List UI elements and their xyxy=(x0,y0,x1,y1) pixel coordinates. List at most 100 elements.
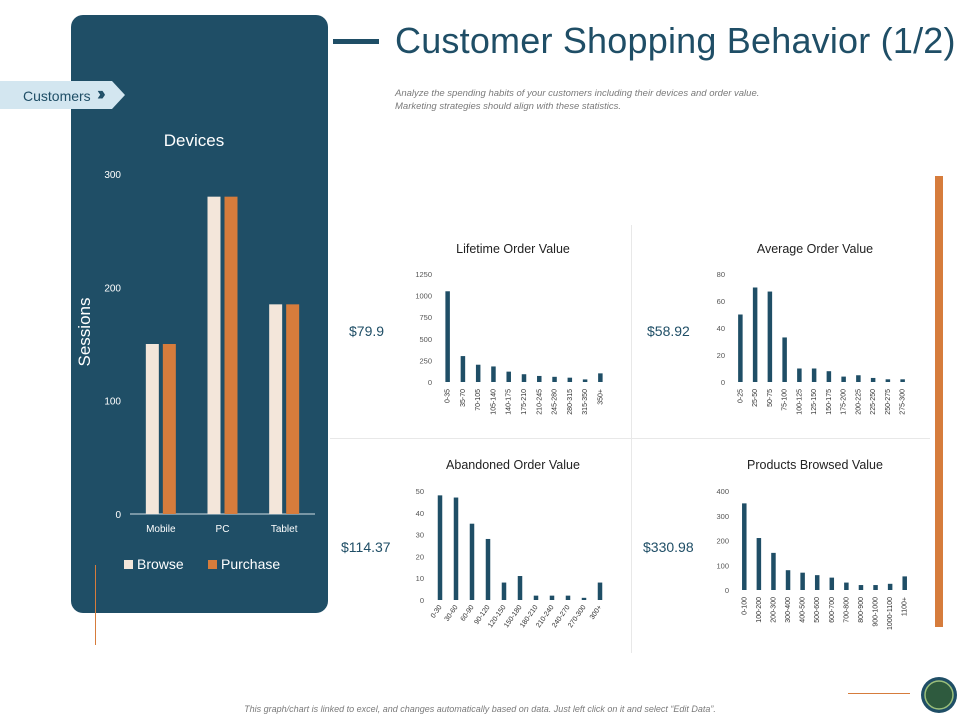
lifetime-x-tick-label: 105-140 xyxy=(490,389,497,415)
abandoned-x-tick-label: 60-90 xyxy=(460,604,476,623)
browsed-chart-title: Products Browsed Value xyxy=(747,458,883,472)
browsed-y-tick-label: 200 xyxy=(716,537,729,546)
lifetime-bar xyxy=(537,375,542,382)
devices-chart-title: Devices xyxy=(164,131,224,150)
average-chart-title: Average Order Value xyxy=(757,242,873,256)
browsed-y-tick-label: 400 xyxy=(716,487,729,496)
browsed-x-tick-label: 400-500 xyxy=(800,597,807,623)
devices-bar-browse xyxy=(269,304,283,514)
devices-y-tick-label: 100 xyxy=(104,397,121,408)
footer-note: This graph/chart is linked to excel, and… xyxy=(244,704,716,714)
browsed-x-tick-label: 200-300 xyxy=(770,597,777,623)
lifetime-bar xyxy=(552,376,557,382)
devices-panel xyxy=(71,15,328,613)
abandoned-y-tick-label: 50 xyxy=(416,487,424,496)
average-bar xyxy=(885,379,891,382)
average-bar xyxy=(856,375,861,382)
abandoned-bar xyxy=(453,497,459,600)
lifetime-chart-title: Lifetime Order Value xyxy=(456,242,570,256)
abandoned-bar xyxy=(437,495,443,600)
lifetime-x-tick-label: 35-70 xyxy=(460,389,467,407)
devices-bar-purchase xyxy=(224,196,238,514)
grid-divider-horizontal xyxy=(330,438,930,439)
page-subtitle: Analyze the spending habits of your cust… xyxy=(395,87,815,113)
kpi-abandoned-order-value: $114.37 xyxy=(341,539,391,555)
browsed-x-tick-label: 600-700 xyxy=(829,597,836,623)
browsed-x-tick-label: 800-900 xyxy=(858,597,865,623)
average-x-tick-label: 250-275 xyxy=(885,389,892,415)
browsed-y-tick-label: 100 xyxy=(716,561,729,570)
average-x-tick-label: 100-125 xyxy=(796,389,803,415)
browsed-x-tick-label: 1000-1100 xyxy=(887,597,894,630)
abandoned-bar xyxy=(565,595,571,600)
lifetime-x-tick-label: 210-245 xyxy=(536,389,543,415)
average-x-tick-label: 0-25 xyxy=(737,389,744,403)
browsed-bar xyxy=(858,585,864,590)
average-bar xyxy=(870,377,876,382)
browsed-x-tick-label: 0-100 xyxy=(741,597,748,615)
browsed-bar xyxy=(742,503,747,590)
abandoned-bar xyxy=(549,595,555,600)
average-x-tick-label: 225-250 xyxy=(870,389,877,415)
abandoned-x-tick-label: 30-60 xyxy=(444,604,460,623)
average-chart: Average Order Value 0 20 40 60 80 0-25 25-50 50-… xyxy=(717,242,907,415)
average-x-tick-label: 275-300 xyxy=(900,389,907,415)
browsed-bar xyxy=(771,552,776,590)
devices-bar-purchase xyxy=(286,304,300,514)
double-chevron-right-icon: ›› xyxy=(97,84,105,105)
devices-legend-label: Browse xyxy=(137,556,184,572)
lifetime-x-tick-label: 350+ xyxy=(597,389,604,405)
browsed-x-tick-label: 500-600 xyxy=(814,597,821,623)
lifetime-bar xyxy=(475,364,481,382)
abandoned-bar xyxy=(517,576,523,600)
abandoned-y-tick-label: 40 xyxy=(416,509,424,518)
browsed-bar xyxy=(785,570,791,590)
lifetime-chart: Lifetime Order Value 0 250 500 750 1000 1250 0-… xyxy=(415,242,604,415)
browsed-x-tick-label: 900-1000 xyxy=(873,597,880,627)
kpi-lifetime-order-value: $79.9 xyxy=(349,323,385,339)
abandoned-y-tick-label: 10 xyxy=(416,574,424,583)
lifetime-y-tick-label: 1250 xyxy=(415,270,432,279)
abandoned-bar xyxy=(597,582,603,600)
average-bar xyxy=(738,314,743,382)
browsed-bar xyxy=(902,576,907,590)
lifetime-y-tick-label: 750 xyxy=(419,313,432,322)
average-bar xyxy=(767,291,773,382)
subtitle-line-2: Marketing strategies should align with t… xyxy=(395,101,621,112)
customers-tag xyxy=(0,81,125,109)
devices-legend-label: Purchase xyxy=(221,556,280,572)
lifetime-y-tick-label: 500 xyxy=(419,335,432,344)
browsed-bar xyxy=(887,583,893,590)
average-bar xyxy=(752,287,758,382)
lifetime-x-tick-label: 280-315 xyxy=(567,389,574,415)
average-bar xyxy=(900,379,905,382)
average-bar xyxy=(782,337,787,382)
average-x-tick-label: 175-200 xyxy=(841,389,848,415)
page-title: Customer Shopping Behavior (1/2) xyxy=(395,20,956,61)
abandoned-chart: Abandoned Order Value 0 10 20 30 40 50 0-30 30-6… xyxy=(416,458,604,629)
abandoned-x-tick-label: 300+ xyxy=(589,604,604,621)
average-bar xyxy=(811,368,817,382)
left-accent-line xyxy=(95,565,96,645)
subtitle-line-1: Analyze the spending habits of your cust… xyxy=(395,88,760,99)
devices-x-tick-label: Tablet xyxy=(271,524,298,535)
lifetime-bar xyxy=(521,374,527,382)
lifetime-x-tick-label: 0-35 xyxy=(445,389,452,403)
abandoned-x-tick-label: 0-30 xyxy=(430,604,444,620)
lifetime-bar xyxy=(598,373,603,382)
abandoned-y-tick-label: 30 xyxy=(416,531,424,540)
abandoned-y-tick-label: 20 xyxy=(416,552,424,561)
devices-bar-purchase xyxy=(162,344,176,514)
lifetime-y-tick-label: 1000 xyxy=(415,292,432,301)
customers-tag-label: Customers xyxy=(23,88,91,104)
browsed-x-tick-label: 1100+ xyxy=(902,597,909,616)
lifetime-x-tick-label: 70-105 xyxy=(475,389,482,411)
lifetime-x-tick-label: 175-210 xyxy=(521,389,528,415)
abandoned-bar xyxy=(485,538,491,600)
lifetime-bar xyxy=(582,379,588,382)
kpi-average-order-value: $58.92 xyxy=(647,323,690,339)
browsed-bar xyxy=(800,572,805,590)
average-y-tick-label: 20 xyxy=(717,351,725,360)
